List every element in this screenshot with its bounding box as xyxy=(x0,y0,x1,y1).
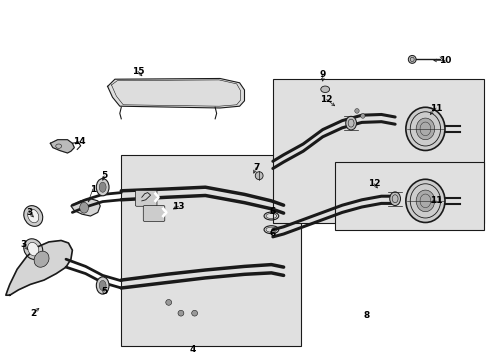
Text: 7: 7 xyxy=(252,163,259,172)
FancyBboxPatch shape xyxy=(135,190,157,206)
Polygon shape xyxy=(6,240,72,295)
Text: 6: 6 xyxy=(269,207,275,216)
Ellipse shape xyxy=(28,209,39,223)
Ellipse shape xyxy=(345,116,356,130)
Polygon shape xyxy=(71,199,100,216)
Ellipse shape xyxy=(24,239,42,260)
Text: 4: 4 xyxy=(189,346,196,354)
Ellipse shape xyxy=(360,114,364,118)
Ellipse shape xyxy=(80,202,88,213)
Ellipse shape xyxy=(24,206,42,226)
Text: 12: 12 xyxy=(320,95,332,104)
Polygon shape xyxy=(50,140,74,153)
Bar xyxy=(121,155,300,346)
Text: 3: 3 xyxy=(20,240,26,249)
Text: 15: 15 xyxy=(131,67,144,76)
Text: 14: 14 xyxy=(73,137,85,146)
Ellipse shape xyxy=(96,277,109,294)
Ellipse shape xyxy=(28,242,39,256)
Text: 2: 2 xyxy=(30,309,36,318)
Polygon shape xyxy=(107,78,244,108)
Ellipse shape xyxy=(389,192,400,206)
Ellipse shape xyxy=(99,280,106,291)
Ellipse shape xyxy=(415,118,434,140)
Text: 1: 1 xyxy=(90,185,96,194)
Ellipse shape xyxy=(99,182,106,192)
Text: 6: 6 xyxy=(269,229,275,238)
Ellipse shape xyxy=(34,251,49,267)
Ellipse shape xyxy=(407,55,415,63)
Ellipse shape xyxy=(255,172,263,180)
Ellipse shape xyxy=(415,190,434,212)
Bar xyxy=(272,79,483,223)
Ellipse shape xyxy=(96,179,109,196)
Ellipse shape xyxy=(191,310,197,316)
Ellipse shape xyxy=(320,86,329,93)
Ellipse shape xyxy=(405,107,444,150)
Ellipse shape xyxy=(354,109,358,113)
FancyBboxPatch shape xyxy=(143,206,164,221)
Ellipse shape xyxy=(405,179,444,222)
Text: 8: 8 xyxy=(363,310,369,320)
Ellipse shape xyxy=(165,300,171,305)
Text: 10: 10 xyxy=(438,56,450,65)
Text: 5: 5 xyxy=(101,287,107,296)
Text: 11: 11 xyxy=(429,104,442,113)
Text: 11: 11 xyxy=(429,197,442,206)
Ellipse shape xyxy=(178,310,183,316)
Bar xyxy=(334,162,483,230)
Text: 3: 3 xyxy=(26,208,32,217)
Text: 13: 13 xyxy=(172,202,184,211)
Text: 9: 9 xyxy=(319,71,325,80)
Text: 12: 12 xyxy=(367,179,380,188)
Text: 5: 5 xyxy=(101,171,107,180)
